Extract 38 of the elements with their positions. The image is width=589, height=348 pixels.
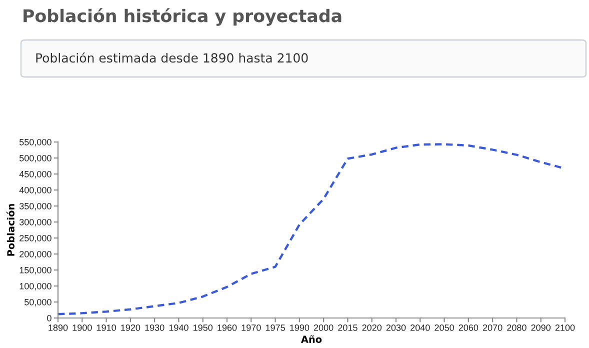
y-tick-label: 550,000 — [19, 138, 52, 146]
y-tick-label: 450,000 — [19, 170, 52, 178]
x-tick-label: 2000 — [314, 324, 334, 331]
x-tick-label: 2040 — [410, 324, 430, 331]
y-tick-label: 150,000 — [20, 266, 52, 274]
x-tick-label: 2070 — [482, 324, 502, 331]
x-tick-label: 1940 — [169, 324, 188, 331]
x-tick-label: 2020 — [362, 324, 382, 331]
x-tick-label: 2100 — [555, 324, 575, 331]
x-tick-label: 1975 — [266, 324, 285, 331]
y-tick-label: 350,000 — [19, 202, 52, 210]
y-tick-label: 300,000 — [19, 218, 52, 226]
y-tick-label: 100,000 — [20, 282, 52, 290]
y-tick-label: 0 — [47, 314, 52, 322]
x-axis-title: Año — [300, 335, 322, 343]
y-tick-label: 500,000 — [19, 154, 52, 162]
x-tick-label: 1990 — [290, 324, 310, 331]
x-tick-label: 2090 — [531, 324, 551, 331]
chart-title: Población histórica y proyectada — [24, 8, 342, 26]
x-tick-label: 2080 — [507, 324, 526, 331]
x-tick-label: 1900 — [72, 324, 92, 331]
x-tick-label: 2060 — [458, 324, 478, 331]
x-tick-label: 2030 — [386, 324, 406, 331]
x-tick-label: 2050 — [434, 324, 454, 331]
x-tick-label: 1960 — [218, 324, 237, 331]
x-tick-label: 1910 — [96, 324, 116, 331]
y-axis-title: Población — [6, 204, 14, 256]
y-tick-label: 50,000 — [24, 298, 52, 306]
x-tick-label: 1890 — [48, 324, 68, 331]
x-tick-label: 1920 — [121, 324, 140, 331]
y-tick-label: 250,000 — [20, 234, 52, 242]
x-tick-label: 1950 — [194, 324, 213, 331]
chart-subtitle: Población estimada desde 1890 hasta 2100 — [36, 52, 308, 63]
x-tick-label: 1930 — [145, 324, 164, 331]
x-tick-label: 1970 — [242, 324, 261, 331]
y-tick-label: 200,000 — [20, 250, 52, 258]
y-tick-label: 400,000 — [19, 186, 52, 194]
x-tick-label: 2015 — [338, 324, 358, 331]
